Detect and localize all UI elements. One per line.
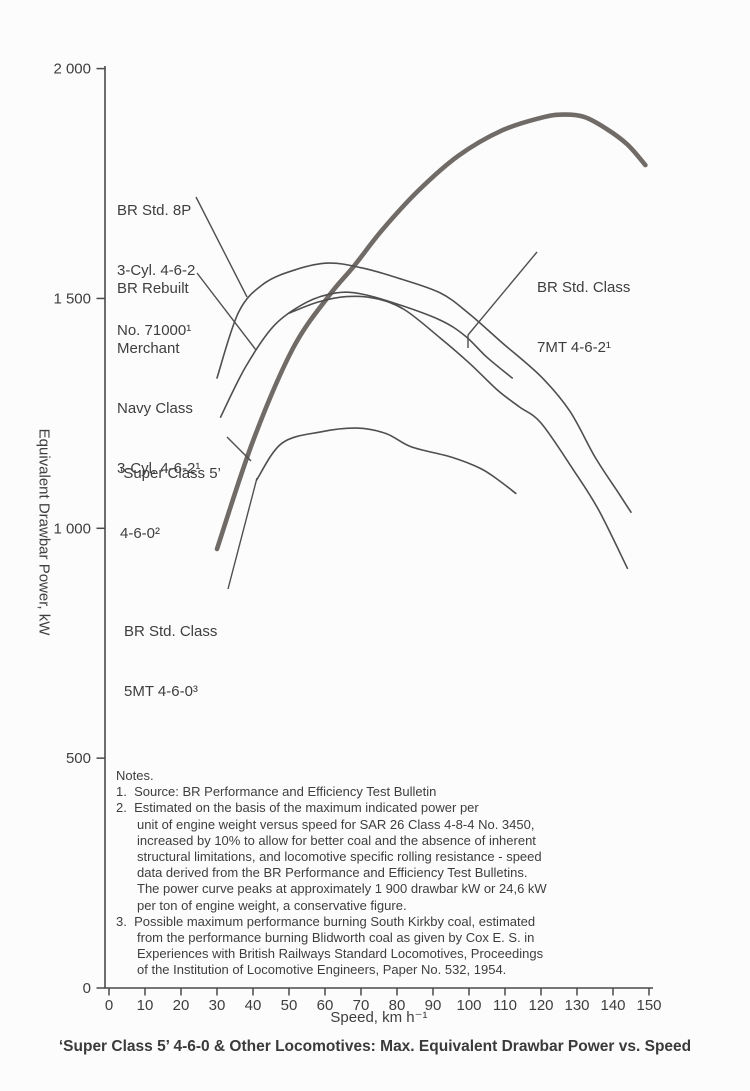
annotation-line: 7MT 4-6-2¹ <box>537 339 611 356</box>
annotation-line: 3-Cyl. 4-6-2¹ <box>117 460 201 477</box>
x-tick-label-70: 70 <box>353 997 370 1014</box>
y-tick-label-500: 500 <box>66 750 91 767</box>
leader-br-std-7mt <box>467 251 538 336</box>
annotation-br-std-5mt: BR Std. Class 5MT 4-6-0³ <box>124 582 217 742</box>
x-tick-label-40: 40 <box>245 997 262 1014</box>
annotation-super-class-5: ‘Super Class 5’ 4-6-0² <box>120 424 221 584</box>
note-line: The power curve peaks at approximately 1… <box>137 881 547 897</box>
note-line: per ton of engine weight, a conservative… <box>137 897 407 913</box>
figure-caption: ‘Super Class 5’ 4-6-0 & Other Locomotive… <box>58 1038 692 1055</box>
x-tick-label-150: 150 <box>636 997 661 1014</box>
x-tick-label-100: 100 <box>456 997 481 1014</box>
annotation-br-std-8p: BR Std. 8P 3-Cyl. 4-6-2 No. 71000¹ <box>117 161 195 381</box>
annotation-line: BR Rebuilt <box>117 280 189 297</box>
y-tick-label-0: 0 <box>83 980 91 997</box>
y-tick-label-1500: 1 500 <box>53 290 91 307</box>
annotation-line: Merchant <box>117 340 180 357</box>
note-line: unit of engine weight versus speed for S… <box>137 816 535 832</box>
x-tick-label-120: 120 <box>528 997 553 1014</box>
x-tick-label-60: 60 <box>317 997 334 1014</box>
y-tick-label-2000: 2 000 <box>53 61 91 78</box>
x-tick-label-10: 10 <box>137 997 154 1014</box>
note-line: 1. Source: BR Performance and Efficiency… <box>116 784 437 800</box>
note-line: structural limitations, and locomotive s… <box>137 849 542 865</box>
x-tick-label-110: 110 <box>493 997 517 1014</box>
x-tick-label-140: 140 <box>600 997 625 1014</box>
annotation-line: ‘Super Class 5’ <box>120 465 221 482</box>
annotation-line: Navy Class <box>117 400 193 417</box>
note-line: 3. Possible maximum performance burning … <box>116 913 536 929</box>
leader-br-std-5mt <box>227 477 258 590</box>
y-axis-title: Equivalent Drawbar Power, kW <box>35 428 53 636</box>
leader-super-class-5 <box>226 436 252 462</box>
annotation-line: 3-Cyl. 4-6-2 <box>117 262 196 279</box>
annotation-line: BR Std. Class <box>537 279 631 296</box>
notes-block: Notes. 1. Source: BR Performance and Eff… <box>116 768 547 979</box>
curve-super-class-5-estimated <box>214 112 648 552</box>
annotation-line: 4-6-0² <box>120 525 161 542</box>
x-tick-label-0: 0 <box>105 997 113 1014</box>
annotation-line: 5MT 4-6-0³ <box>124 683 198 700</box>
note-line: from the performance burning Blidworth c… <box>137 930 535 946</box>
x-tick-label-50: 50 <box>281 997 298 1014</box>
x-tick-label-130: 130 <box>564 997 589 1014</box>
annotation-line: BR Std. 8P <box>117 202 192 219</box>
note-line: of the Institution of Locomotive Enginee… <box>137 962 507 978</box>
x-axis-title: Speed, km h⁻¹ <box>330 1009 428 1026</box>
note-line: Experiences with British Railways Standa… <box>137 946 544 962</box>
curve-br-std-5mt <box>255 427 517 495</box>
leader-br-std-8p <box>195 196 248 298</box>
leader-br-rebuilt-mn <box>196 272 257 351</box>
curve-br-std-8p <box>216 262 632 513</box>
x-tick-label-30: 30 <box>209 997 226 1014</box>
note-line: 2. Estimated on the basis of the maximum… <box>116 800 479 816</box>
annotation-br-std-7mt: BR Std. Class 7MT 4-6-2¹ <box>537 238 630 398</box>
x-tick-label-80: 80 <box>389 997 406 1014</box>
x-tick-label-90: 90 <box>425 997 442 1014</box>
note-line: increased by 10% to allow for better coa… <box>137 832 536 848</box>
annotation-line: No. 71000¹ <box>117 322 192 339</box>
curve-br-std-7mt <box>288 295 629 570</box>
annotation-br-rebuilt-merchant-navy: BR Rebuilt Merchant Navy Class 3-Cyl. 4-… <box>117 239 200 519</box>
x-tick-label-20: 20 <box>173 997 190 1014</box>
curve-br-rebuilt-merchant-navy <box>219 291 513 418</box>
note-line: data derived from the BR Performance and… <box>137 865 528 881</box>
annotation-line: BR Std. Class <box>124 623 218 640</box>
y-tick-label-1000: 1 000 <box>53 520 91 537</box>
note-line: Notes. <box>116 768 154 783</box>
